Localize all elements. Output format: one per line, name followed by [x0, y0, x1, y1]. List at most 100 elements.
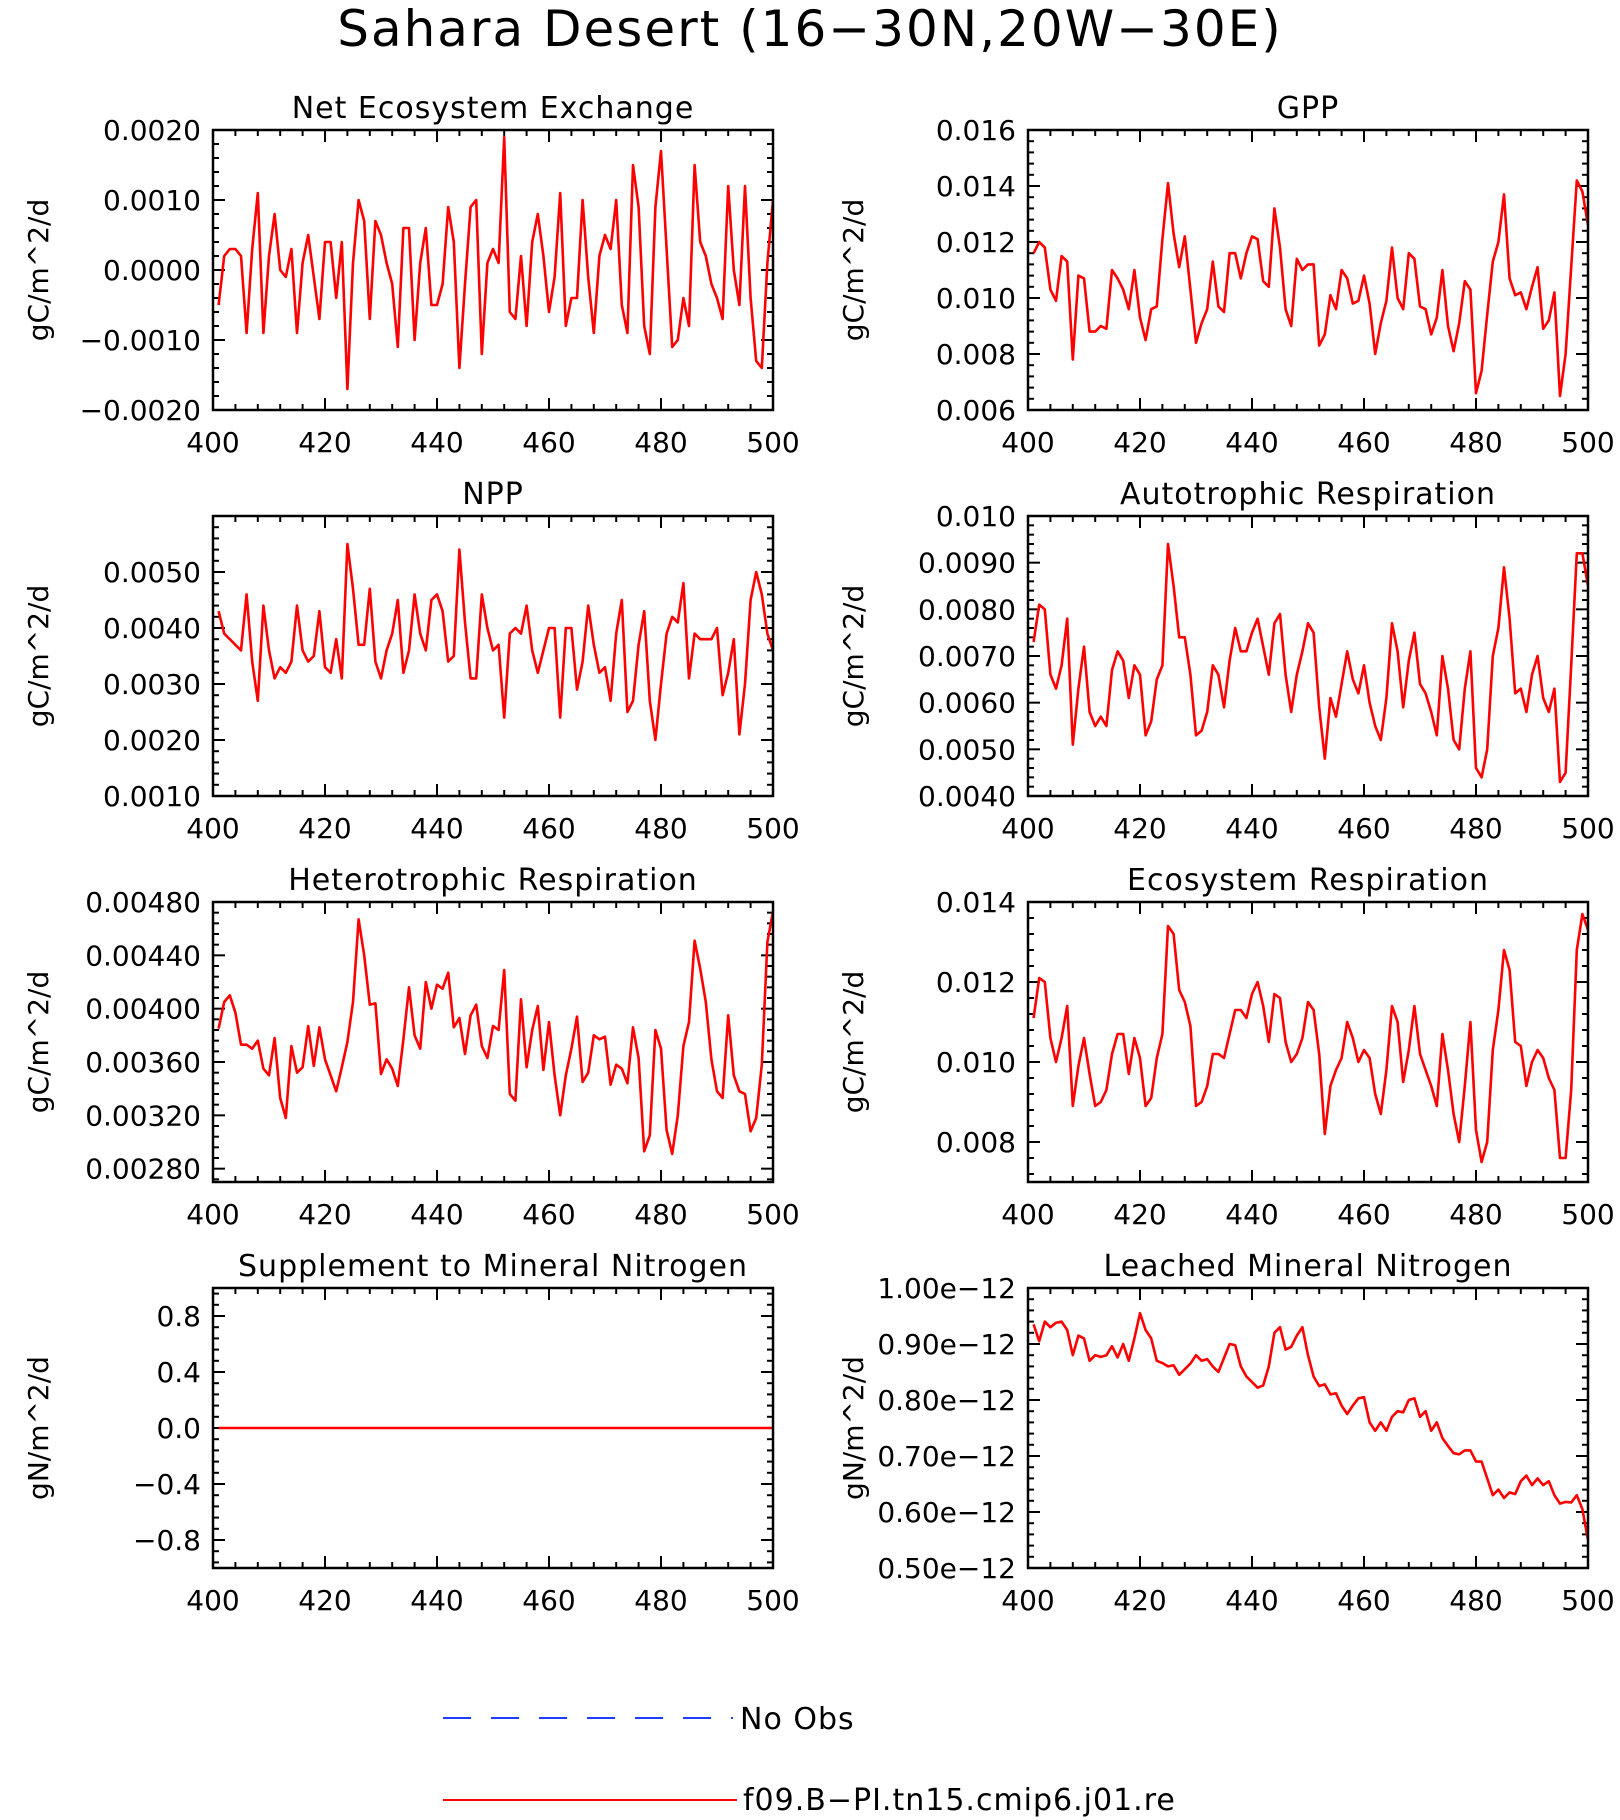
series-line-0 [1032, 1311, 1588, 1541]
x-tick-label: 400 [1001, 1198, 1054, 1231]
series-line-0 [1032, 912, 1588, 1164]
y-tick-label: 0.0010 [103, 780, 201, 813]
y-tick-label: 0.0000 [103, 254, 201, 287]
y-axis-label: gC/m^2/d [22, 971, 55, 1114]
x-tick-label: 420 [1113, 426, 1166, 459]
x-tick-label: 500 [746, 812, 799, 845]
x-tick-label: 500 [1561, 1584, 1614, 1617]
y-tick-label: 0.0070 [918, 640, 1016, 673]
x-tick-label: 480 [1449, 812, 1502, 845]
series-line-0 [217, 911, 773, 1156]
y-tick-label: 0.012 [936, 226, 1016, 259]
figure-title: Sahara Desert (16−30N,20W−30E) [337, 0, 1283, 58]
y-tick-label: 0.0080 [918, 593, 1016, 626]
series-line-0 [1032, 542, 1588, 784]
y-tick-label: 0.012 [936, 966, 1016, 999]
x-tick-label: 420 [1113, 1198, 1166, 1231]
y-tick-label: 0.0020 [103, 724, 201, 757]
x-tick-label: 480 [634, 1584, 687, 1617]
panel-leached-mineral-nitrogen: Leached Mineral Nitrogen gN/m^2/d 400 420 44… [837, 1249, 1615, 1617]
x-tick-label: 440 [1225, 1198, 1278, 1231]
series-line-0 [217, 542, 773, 742]
x-tick-label: 400 [186, 812, 239, 845]
y-axis-label: gN/m^2/d [837, 1356, 870, 1500]
y-tick-label: 0.70e−12 [877, 1440, 1016, 1473]
panels-grid: Net Ecosystem Exchange gC/m^2/d 400 420 440 4… [22, 91, 1615, 1617]
x-tick-label: 460 [1337, 1584, 1390, 1617]
y-axis-label: gN/m^2/d [22, 1356, 55, 1500]
x-tick-label: 440 [1225, 1584, 1278, 1617]
x-tick-label: 500 [1561, 1198, 1614, 1231]
y-tick-label: 0.0090 [918, 547, 1016, 580]
y-tick-label: 0.0 [156, 1412, 201, 1445]
y-tick-label: 0.00480 [85, 886, 201, 919]
plot-frame [211, 128, 775, 412]
panel-autotrophic-respiration: Autotrophic Respiration gC/m^2/d 400 420 440… [837, 477, 1615, 845]
y-tick-label: 0.006 [936, 394, 1016, 427]
x-tick-label: 500 [746, 1198, 799, 1231]
y-tick-label: 0.0040 [918, 780, 1016, 813]
series-line-0 [1032, 179, 1588, 398]
y-tick-label: 0.00280 [85, 1153, 201, 1186]
x-tick-label: 460 [1337, 812, 1390, 845]
x-tick-label: 460 [522, 1584, 575, 1617]
y-axis-label: gC/m^2/d [22, 199, 55, 342]
x-tick-label: 480 [634, 426, 687, 459]
plot-frame [1026, 514, 1590, 798]
x-tick-label: 500 [746, 1584, 799, 1617]
panel-title: Ecosystem Respiration [1127, 863, 1489, 898]
panel-npp: NPP gC/m^2/d 400 420 440 460 480 500 0.0010 0.002… [22, 477, 800, 845]
y-axis-label: gC/m^2/d [837, 971, 870, 1114]
y-tick-label: 0.0040 [103, 612, 201, 645]
x-tick-label: 420 [298, 812, 351, 845]
plot-frame [211, 900, 775, 1184]
x-tick-label: 500 [1561, 426, 1614, 459]
y-axis-label: gC/m^2/d [837, 199, 870, 342]
panel-net-ecosystem-exchange: Net Ecosystem Exchange gC/m^2/d 400 420 440 4… [22, 91, 800, 459]
y-tick-label: 0.008 [936, 338, 1016, 371]
x-tick-label: 400 [186, 1584, 239, 1617]
x-tick-label: 500 [1561, 812, 1614, 845]
plot-frame [1026, 900, 1590, 1184]
y-tick-label: 0.60e−12 [877, 1496, 1016, 1529]
x-tick-label: 480 [634, 812, 687, 845]
y-tick-label: 0.0050 [103, 556, 201, 589]
x-tick-label: 460 [1337, 426, 1390, 459]
y-tick-label: 1.00e−12 [877, 1272, 1016, 1305]
panel-title: Heterotrophic Respiration [288, 863, 698, 898]
y-tick-label: 0.016 [936, 114, 1016, 147]
x-tick-label: 400 [186, 426, 239, 459]
y-tick-label: 0.014 [936, 170, 1016, 203]
panel-title: Supplement to Mineral Nitrogen [238, 1249, 748, 1284]
x-tick-label: 440 [410, 1198, 463, 1231]
x-tick-label: 460 [1337, 1198, 1390, 1231]
x-tick-label: 420 [1113, 1584, 1166, 1617]
panel-supplement-to-mineral-nitrogen: Supplement to Mineral Nitrogen gN/m^2/d 40… [22, 1249, 800, 1617]
x-tick-label: 440 [1225, 426, 1278, 459]
panel-heterotrophic-respiration: Heterotrophic Respiration gC/m^2/d 400 420 4… [22, 863, 800, 1231]
panel-title: Net Ecosystem Exchange [292, 91, 695, 126]
legend-label-run: f09.B−PI.tn15.cmip6.j01.re [743, 1783, 1176, 1818]
y-tick-label: 0.90e−12 [877, 1328, 1016, 1361]
y-axis-label: gC/m^2/d [837, 585, 870, 728]
x-tick-label: 420 [298, 1584, 351, 1617]
x-tick-label: 480 [1449, 426, 1502, 459]
y-tick-label: 0.0010 [103, 184, 201, 217]
x-tick-label: 460 [522, 426, 575, 459]
y-tick-label: 0.014 [936, 886, 1016, 919]
y-tick-label: 0.010 [936, 1046, 1016, 1079]
y-tick-label: 0.010 [936, 282, 1016, 315]
plot-frame [211, 1286, 775, 1570]
y-tick-label: 0.0020 [103, 114, 201, 147]
plot-frame [1026, 128, 1590, 412]
x-tick-label: 440 [410, 1584, 463, 1617]
y-tick-label: 0.4 [156, 1356, 201, 1389]
x-tick-label: 400 [1001, 812, 1054, 845]
plot-frame [211, 514, 775, 798]
y-tick-label: −0.0020 [80, 394, 201, 427]
y-tick-label: 0.0060 [918, 687, 1016, 720]
plot-frame [1026, 1286, 1590, 1570]
x-tick-label: 480 [1449, 1584, 1502, 1617]
y-tick-label: −0.8 [133, 1524, 201, 1557]
